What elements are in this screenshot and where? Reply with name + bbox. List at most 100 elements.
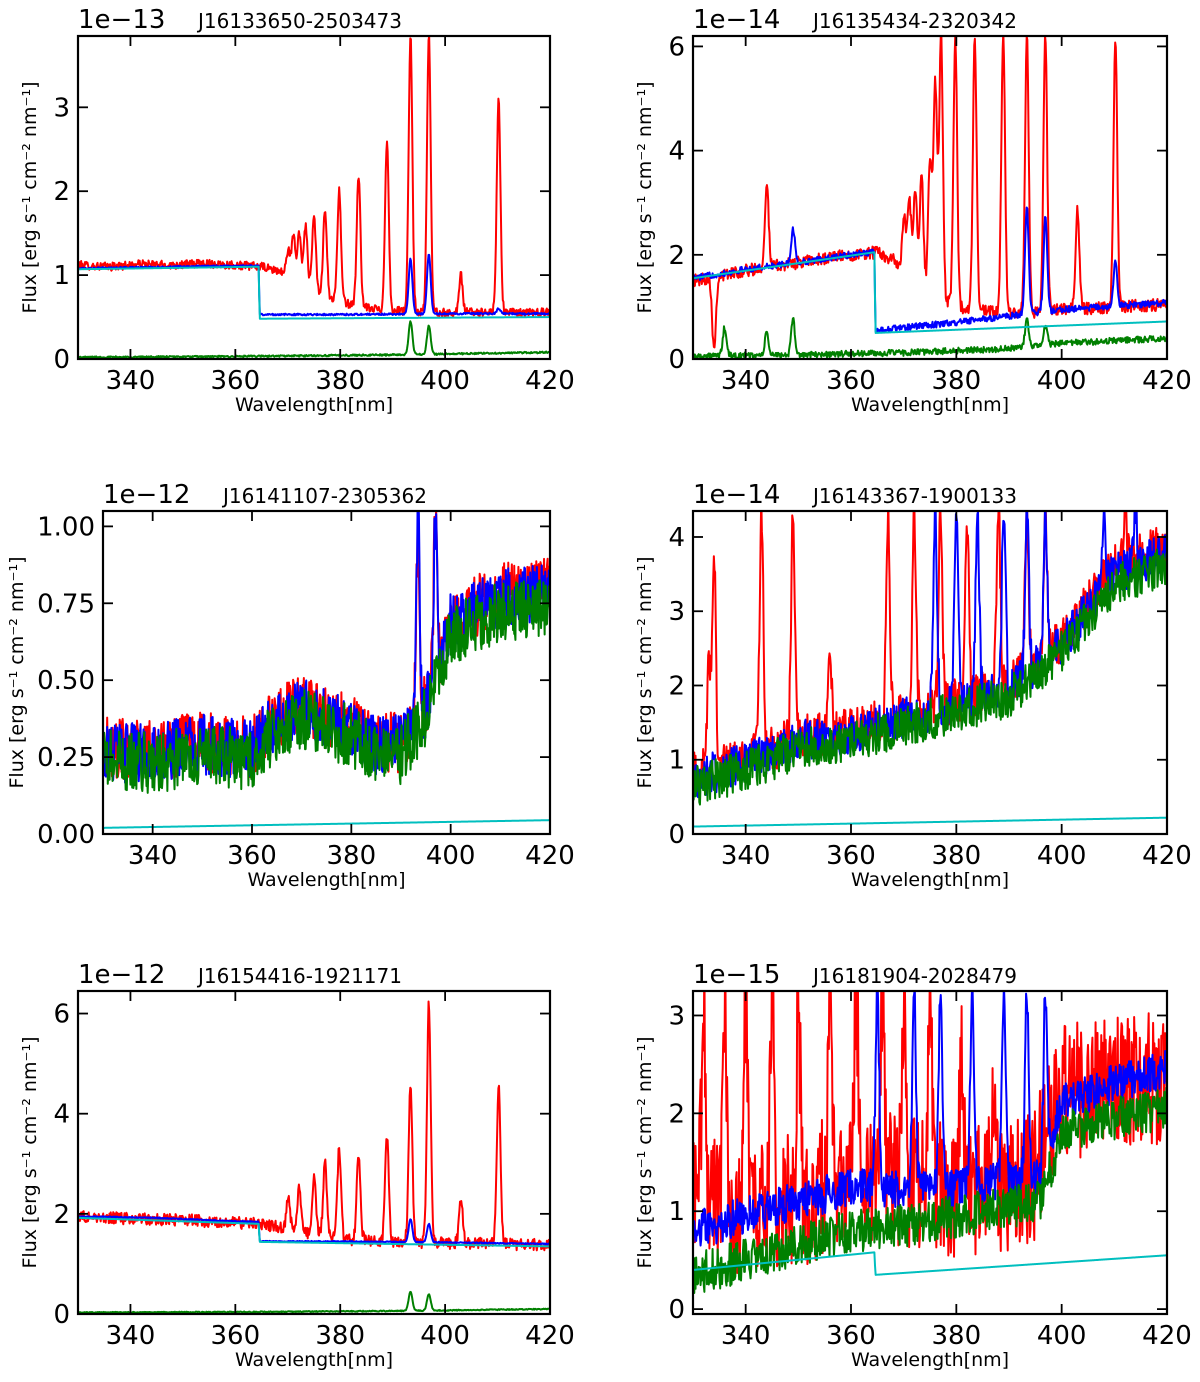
x-tick-label: 340: [721, 1321, 771, 1351]
panel-2: 340 360 380 400 420 0 2 4 6 1e−14 J16135434-232034…: [634, 5, 1192, 416]
series-group: [693, 511, 1167, 828]
panel-3: 340 360 380 400 420 0.00 0.25 0.50 0.75 1.00 1e−12…: [6, 480, 575, 891]
offset-text: 1e−12: [78, 960, 165, 990]
x-tick-label: 340: [721, 366, 771, 396]
y-axis-label: Flux [erg s⁻¹ cm⁻² nm⁻¹]: [6, 556, 28, 788]
axes-frame: [101, 509, 552, 836]
x-axis-label: Wavelength[nm]: [851, 394, 1009, 416]
y-tick-label: 2: [53, 1200, 70, 1230]
axes-frame: [76, 34, 552, 361]
x-axis-label: Wavelength[nm]: [235, 1349, 393, 1371]
series-photosphere: [693, 548, 1167, 806]
x-axis-label: Wavelength[nm]: [851, 869, 1009, 891]
y-tick-label: 2: [53, 177, 70, 207]
offset-text: 1e−14: [693, 480, 780, 510]
y-axis-label: Flux [erg s⁻¹ cm⁻² nm⁻¹]: [634, 556, 656, 788]
panel-title: J16143367-1900133: [811, 484, 1017, 508]
series-photosphere: [78, 1290, 550, 1314]
x-tick-label: 380: [932, 1321, 982, 1351]
x-tick-label: 420: [1142, 841, 1192, 871]
x-tick-label: 420: [525, 366, 575, 396]
y-tick-label: 1: [53, 261, 70, 291]
y-tick-label: 2: [668, 241, 685, 271]
x-tick-label: 400: [1037, 1321, 1087, 1351]
y-tick-label: 4: [668, 137, 685, 167]
x-tick-label: 420: [525, 1321, 575, 1351]
x-axis-label: Wavelength[nm]: [851, 1349, 1009, 1371]
y-tick-label: 0: [668, 1295, 685, 1325]
panel-title: J16181904-2028479: [811, 964, 1017, 988]
x-tick-label: 380: [315, 366, 365, 396]
series-group: [78, 1000, 550, 1314]
axes-frame: [691, 989, 1169, 1316]
x-tick-label: 380: [932, 841, 982, 871]
series-slab: [78, 1216, 550, 1248]
y-tick-label: 0.25: [37, 743, 95, 773]
y-tick-label: 2: [668, 671, 685, 701]
x-tick-label: 400: [1037, 366, 1087, 396]
y-axis-label: Flux [erg s⁻¹ cm⁻² nm⁻¹]: [19, 1036, 41, 1268]
series-observed: [78, 36, 550, 318]
panel-title: J16135434-2320342: [811, 9, 1017, 33]
panel-title: J16154416-1921171: [196, 964, 402, 988]
x-tick-label: 360: [227, 841, 277, 871]
y-axis-label: Flux [erg s⁻¹ cm⁻² nm⁻¹]: [634, 1036, 656, 1268]
panel-1: 340 360 380 400 420 0 1 2 3 1e−13 J16133650-250347…: [19, 5, 575, 416]
series-group: [103, 511, 550, 829]
x-tick-label: 400: [420, 366, 470, 396]
y-tick-label: 4: [668, 523, 685, 553]
x-tick-label: 360: [826, 1321, 876, 1351]
x-tick-label: 340: [106, 1321, 156, 1351]
series-model: [693, 991, 1167, 1247]
x-axis-label: Wavelength[nm]: [235, 394, 393, 416]
x-tick-label: 340: [128, 841, 178, 871]
series-slab: [693, 1251, 1167, 1276]
x-tick-label: 400: [1037, 841, 1087, 871]
series-photosphere: [693, 317, 1167, 359]
series-photosphere: [693, 1086, 1167, 1294]
series-slab: [693, 816, 1167, 828]
x-tick-label: 420: [1142, 1321, 1192, 1351]
series-photosphere: [78, 320, 550, 359]
panel-5: 340 360 380 400 420 0 2 4 6 1e−12 J16154416-192117…: [19, 960, 575, 1371]
offset-text: 1e−12: [103, 480, 190, 510]
x-tick-label: 380: [327, 841, 377, 871]
series-slab: [78, 265, 550, 320]
y-tick-label: 0: [668, 820, 685, 850]
x-tick-label: 380: [932, 366, 982, 396]
x-tick-label: 400: [420, 1321, 470, 1351]
y-tick-label: 0.00: [37, 820, 95, 850]
x-tick-label: 340: [106, 366, 156, 396]
axes-frame: [691, 509, 1169, 836]
offset-text: 1e−15: [693, 960, 780, 990]
series-model: [693, 206, 1167, 334]
panel-6: 340 360 380 400 420 0 1 2 3 1e−15 J16181904-202847…: [634, 960, 1192, 1371]
y-tick-label: 2: [668, 1099, 685, 1129]
y-tick-label: 3: [53, 93, 70, 123]
x-tick-label: 360: [211, 366, 261, 396]
x-tick-label: 380: [315, 1321, 365, 1351]
y-tick-label: 1.00: [37, 512, 95, 542]
y-tick-label: 0.50: [37, 666, 95, 696]
series-observed: [78, 1000, 550, 1252]
series-observed: [693, 991, 1167, 1275]
series-slab: [693, 251, 1167, 334]
y-tick-label: 6: [53, 1000, 70, 1030]
y-tick-label: 3: [668, 1001, 685, 1031]
series-group: [693, 991, 1167, 1294]
y-tick-label: 1: [668, 1197, 685, 1227]
y-tick-label: 0: [53, 345, 70, 375]
series-observed: [693, 36, 1167, 349]
y-tick-label: 0: [668, 345, 685, 375]
x-axis-label: Wavelength[nm]: [247, 869, 405, 891]
y-tick-label: 0: [53, 1300, 70, 1330]
panel-title: J16141107-2305362: [221, 484, 427, 508]
x-tick-label: 360: [826, 366, 876, 396]
offset-text: 1e−13: [78, 5, 165, 35]
panel-title: J16133650-2503473: [196, 9, 402, 33]
y-tick-label: 4: [53, 1100, 70, 1130]
x-tick-label: 420: [1142, 366, 1192, 396]
y-axis-label: Flux [erg s⁻¹ cm⁻² nm⁻¹]: [634, 81, 656, 313]
x-tick-label: 420: [525, 841, 575, 871]
panel-4: 340 360 380 400 420 0 1 2 3 4 1e−14 J16143367-19001…: [634, 480, 1192, 891]
